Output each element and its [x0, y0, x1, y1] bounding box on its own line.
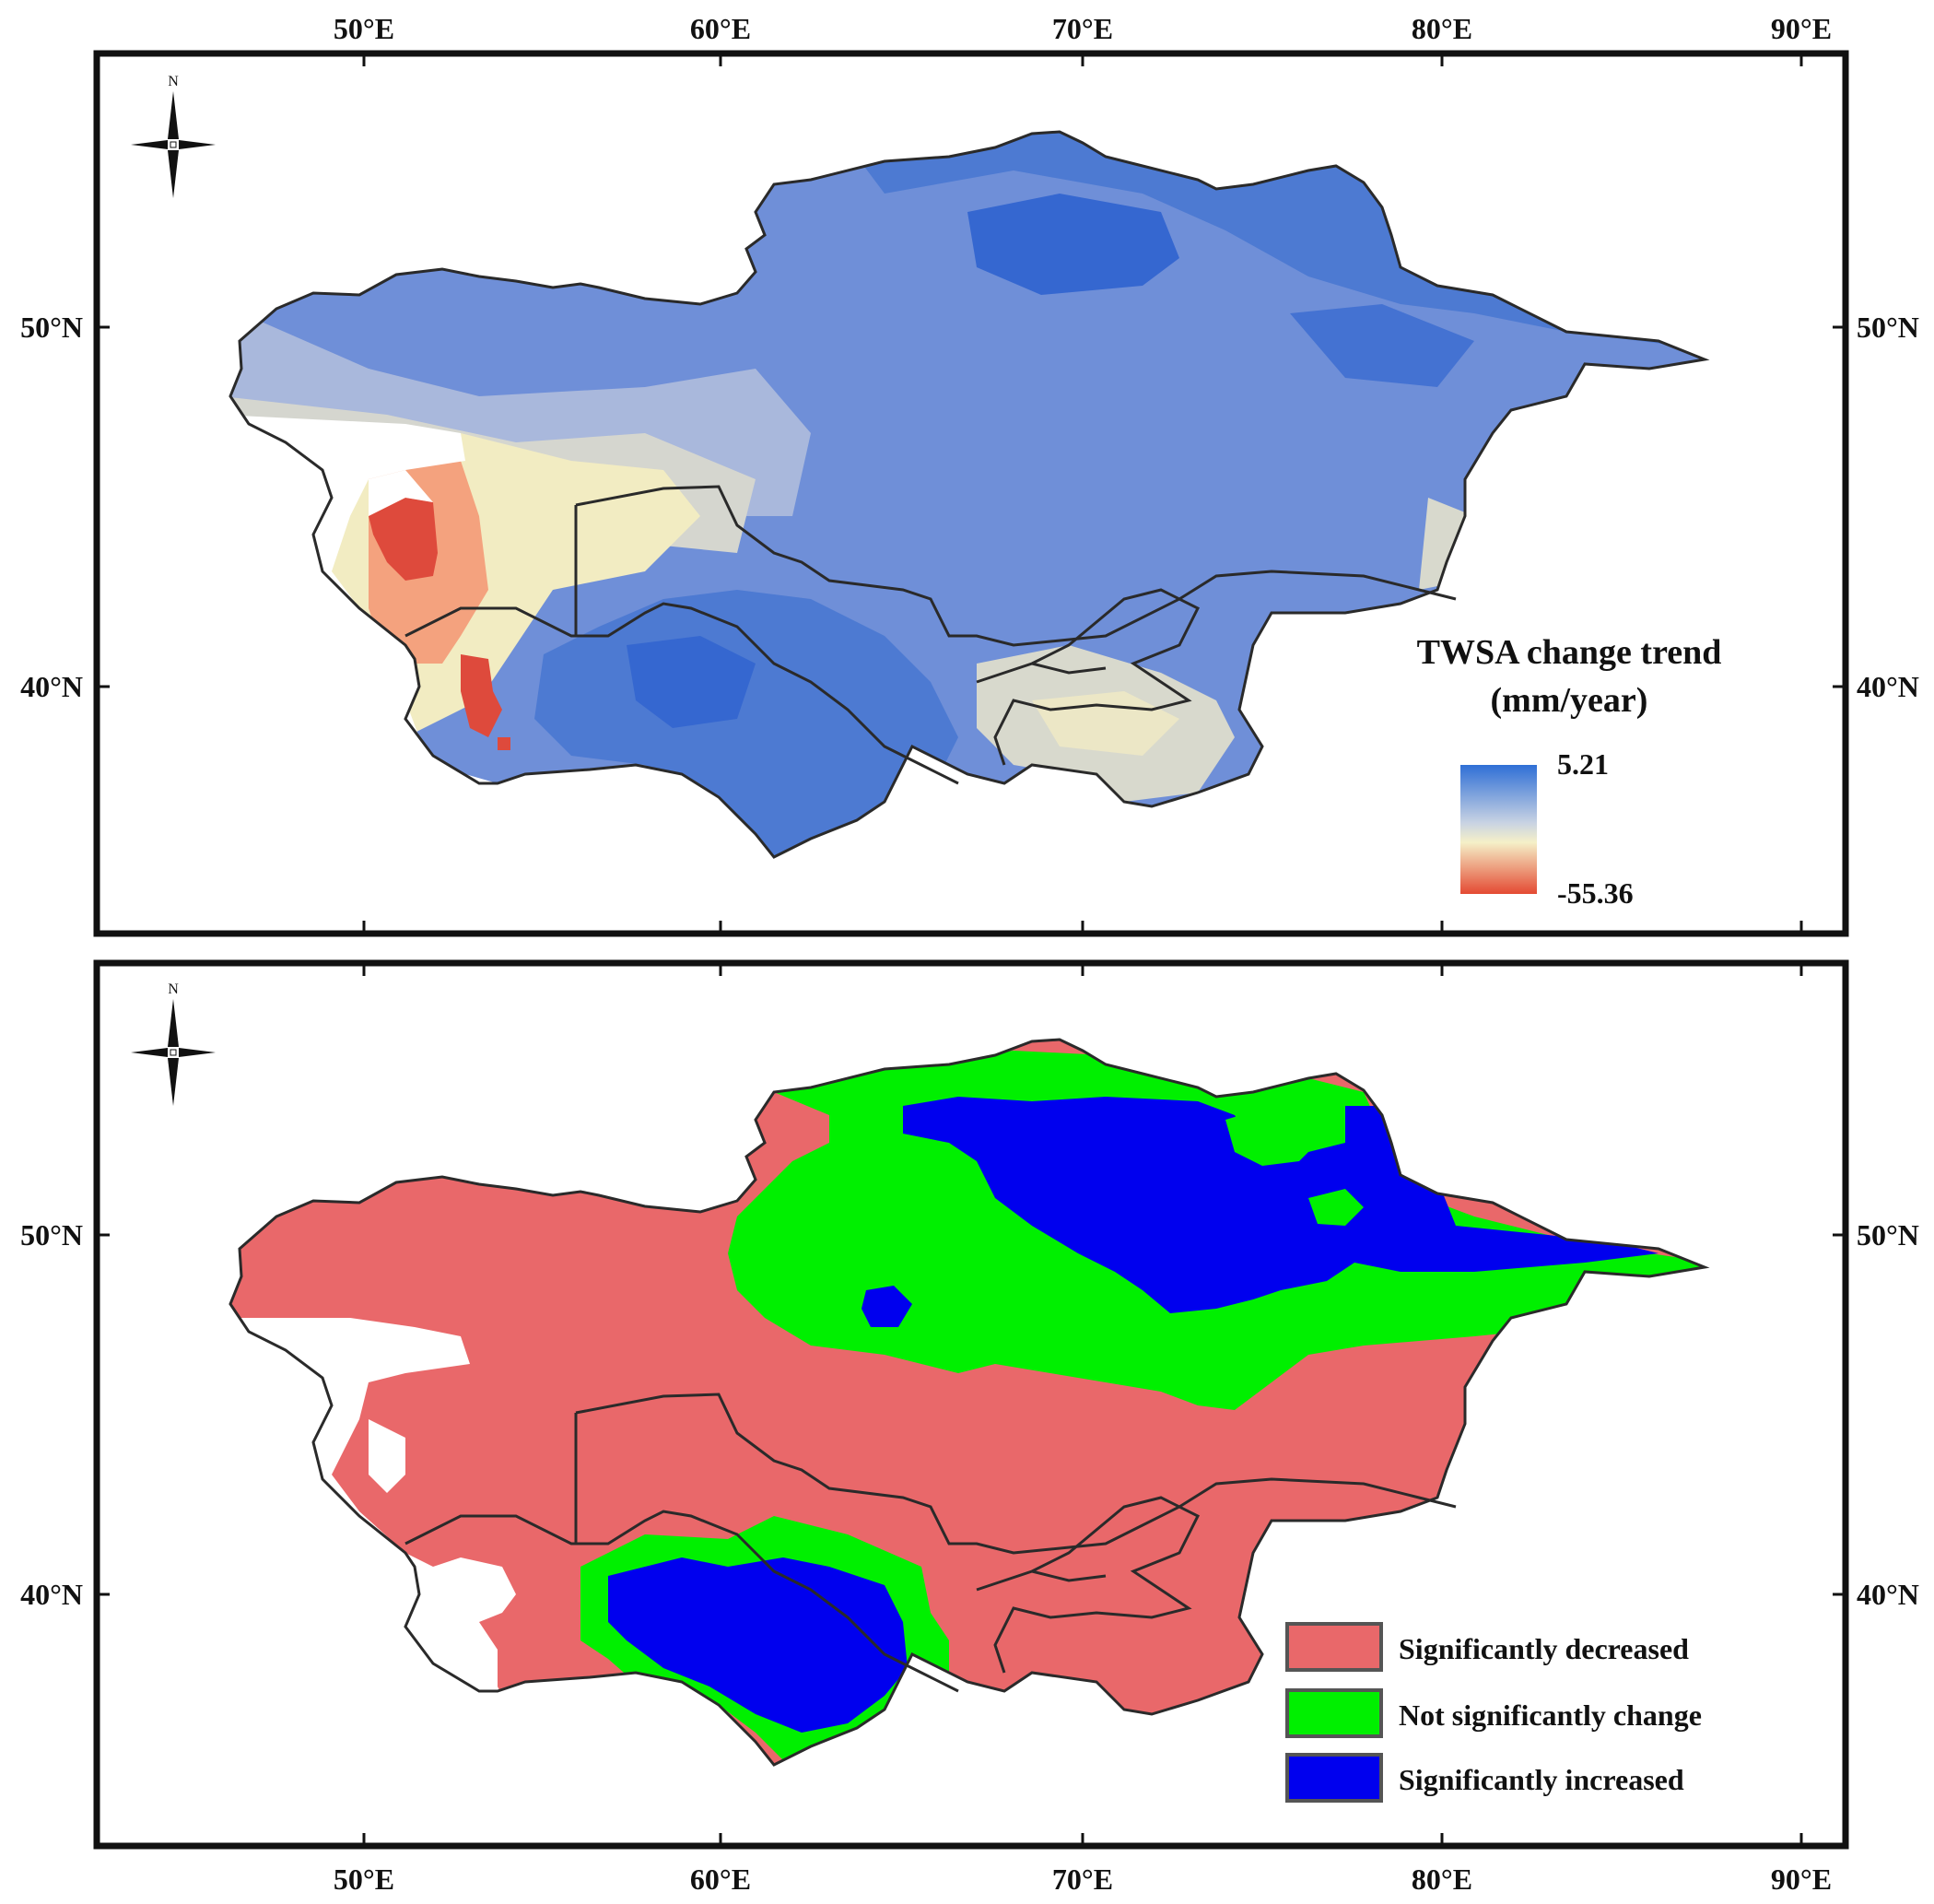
lon-label-80e-top: 80°E [1412, 12, 1472, 45]
significance-raster [230, 1040, 1705, 1765]
top-lon-labels: 50°E 60°E 70°E 80°E 90°E [334, 12, 1832, 45]
country-borders-top [229, 130, 1706, 859]
legend-label-decreased: Significantly decreased [1399, 1632, 1689, 1665]
legend-color-ramp [1460, 765, 1537, 894]
lon-label-80e-bottom: 80°E [1412, 1863, 1472, 1896]
lon-label-50e-bottom: 50°E [334, 1863, 394, 1896]
legend-item-increased: Significantly increased [1285, 1753, 1684, 1803]
bottom-panel: 50°E 60°E 70°E 80°E 90°E 50°N 40°N 50°N … [20, 959, 1919, 1896]
lon-label-70e-top: 70°E [1052, 12, 1113, 45]
country-borders-bottom [229, 1038, 1706, 1767]
lat-label-50n-left-bottom: 50°N [20, 1218, 83, 1252]
legend-swatch-increased [1285, 1753, 1383, 1803]
legend-item-decreased: Significantly decreased [1285, 1622, 1689, 1672]
north-label-top: N [168, 74, 179, 89]
north-label-bottom: N [168, 981, 179, 997]
legend-min-label: -55.36 [1557, 876, 1634, 910]
legend-max-label: 5.21 [1557, 747, 1609, 781]
lon-label-60e-top: 60°E [690, 12, 751, 45]
lon-label-50e-top: 50°E [334, 12, 394, 45]
bottom-lat-labels: 50°N 40°N 50°N 40°N [20, 1218, 1919, 1611]
top-panel: 50°E 60°E 70°E 80°E 90°E 50°N 40°N 50°N … [20, 12, 1919, 937]
legend-label-increased: Significantly increased [1399, 1763, 1684, 1796]
bottom-lon-labels: 50°E 60°E 70°E 80°E 90°E [334, 1863, 1832, 1896]
lon-label-90e-bottom: 90°E [1771, 1863, 1832, 1896]
legend-title-line1: TWSA change trend [1417, 633, 1722, 672]
legend-swatch-not-significant [1285, 1688, 1383, 1738]
north-arrow-icon-top: N [131, 74, 216, 198]
lat-label-50n-right-top: 50°N [1857, 311, 1919, 344]
lon-label-60e-bottom: 60°E [690, 1863, 751, 1896]
legend-title-line2: (mm/year) [1491, 681, 1648, 720]
legend-item-not-significant: Not significantly change [1285, 1688, 1702, 1738]
bottom-tick-marks [97, 963, 1846, 1846]
significance-legend: Significantly decreased Not significantl… [1285, 1622, 1702, 1803]
top-panel-frame [93, 50, 1849, 937]
legend-swatch-decreased [1285, 1622, 1383, 1672]
lat-label-50n-right-bottom: 50°N [1857, 1218, 1919, 1252]
lat-label-40n-right-top: 40°N [1857, 670, 1919, 703]
lon-label-70e-bottom: 70°E [1052, 1863, 1113, 1896]
north-arrow-icon-bottom: N [131, 981, 216, 1106]
lat-label-40n-right-bottom: 40°N [1857, 1578, 1919, 1611]
lat-label-40n-left-top: 40°N [20, 670, 83, 703]
twsa-legend: TWSA change trend (mm/year) 5.21 -55.36 [1417, 633, 1722, 910]
lon-label-90e-top: 90°E [1771, 12, 1832, 45]
lat-label-40n-left-bottom: 40°N [20, 1578, 83, 1611]
top-tick-marks [97, 53, 1846, 934]
top-lat-labels: 50°N 40°N 50°N 40°N [20, 311, 1919, 703]
legend-label-not-significant: Not significantly change [1399, 1698, 1702, 1732]
bottom-panel-frame [93, 959, 1849, 1850]
lat-label-50n-left-top: 50°N [20, 311, 83, 344]
